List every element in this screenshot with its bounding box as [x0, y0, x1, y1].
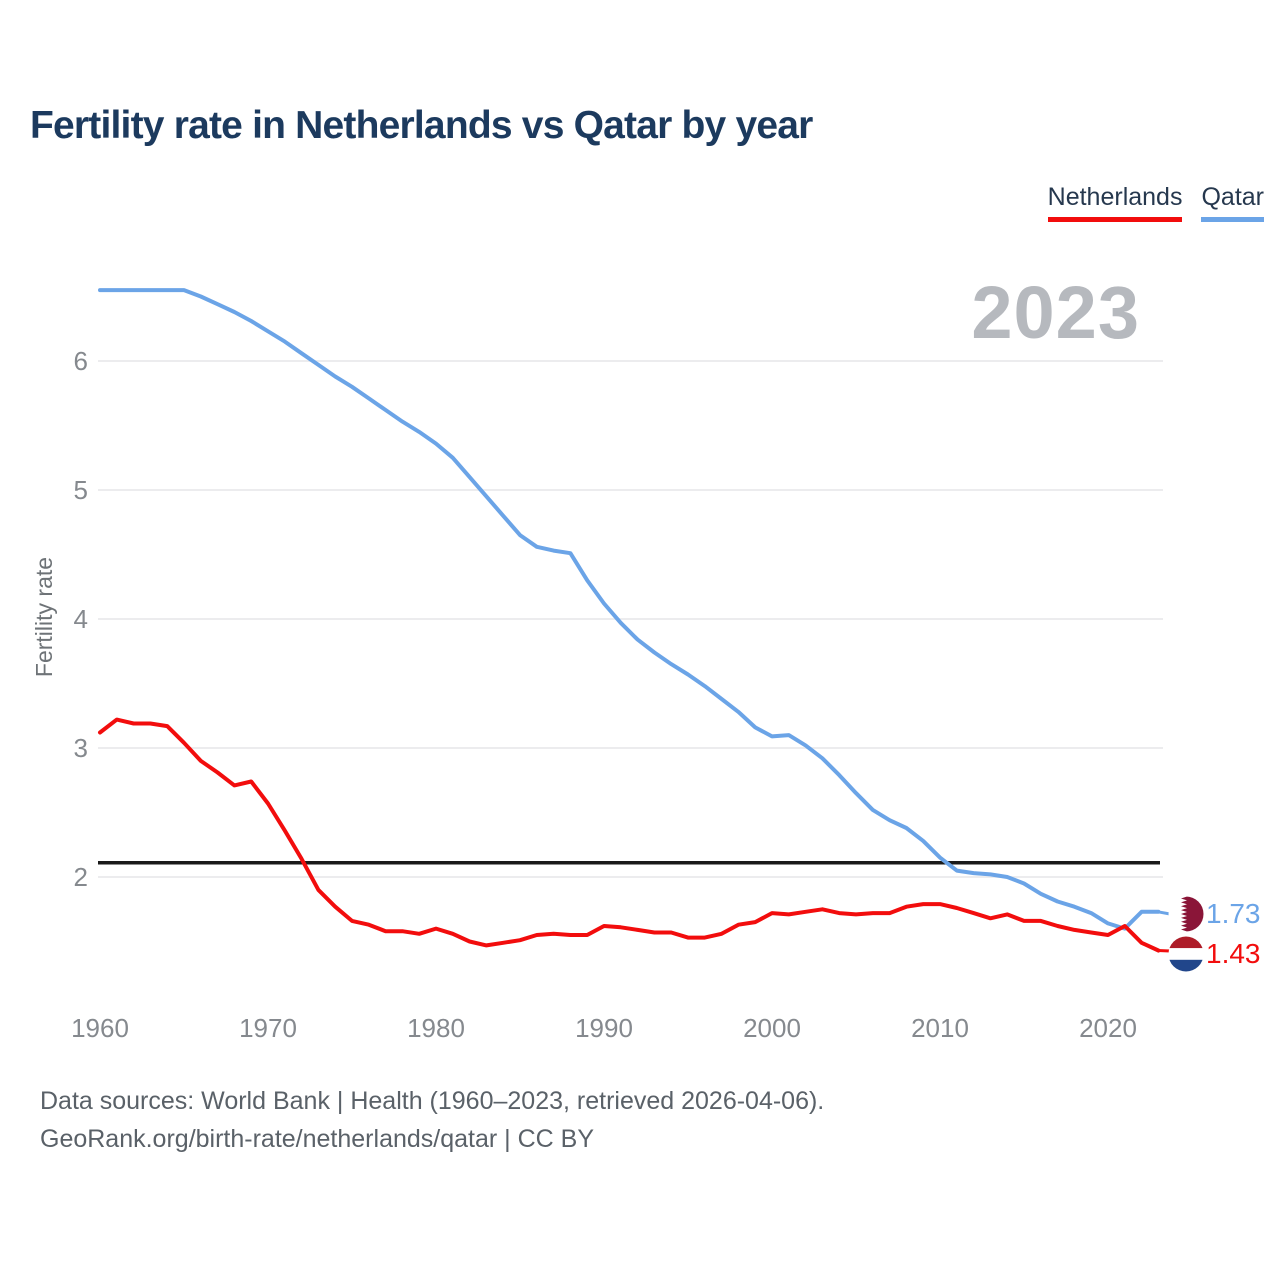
x-tick-1990: 1990 [575, 1013, 633, 1043]
legend: Netherlands Qatar [1047, 183, 1264, 222]
footer-attribution-line: GeoRank.org/birth-rate/netherlands/qatar… [40, 1125, 594, 1153]
y-tick-2: 2 [73, 862, 88, 892]
y-tick-5: 5 [73, 475, 88, 505]
x-tick-2000: 2000 [743, 1013, 801, 1043]
footer: Data sources: World Bank | Health (1960–… [40, 1082, 824, 1158]
netherlands-final-value: 1.43 [1206, 938, 1261, 969]
netherlands-flag-icon [1168, 936, 1204, 972]
year-watermark: 2023 [971, 271, 1140, 354]
footer-sources-line: Data sources: World Bank | Health (1960–… [40, 1087, 825, 1115]
y-tick-4: 4 [73, 604, 88, 634]
x-tick-2010: 2010 [911, 1013, 969, 1043]
legend-item-netherlands[interactable]: Netherlands [1047, 183, 1183, 222]
qatar-leader [1157, 910, 1171, 916]
legend-label-qatar: Qatar [1201, 183, 1264, 211]
x-tick-1980: 1980 [407, 1013, 465, 1043]
x-tick-1970: 1970 [239, 1013, 297, 1043]
series-line-netherlands[interactable] [98, 717, 1161, 953]
x-tick-1960: 1960 [71, 1013, 129, 1043]
y-axis-label: Fertility rate [31, 556, 57, 678]
series-line-qatar[interactable] [98, 288, 1161, 931]
y-tick-6: 6 [73, 346, 88, 376]
qatar-final-value: 1.73 [1206, 898, 1261, 929]
y-tick-3: 3 [73, 733, 88, 763]
qatar-flag-icon [1168, 896, 1204, 932]
legend-label-netherlands: Netherlands [1047, 183, 1183, 211]
chart-title: Fertility rate in Netherlands vs Qatar b… [30, 104, 813, 147]
legend-item-qatar[interactable]: Qatar [1201, 183, 1264, 222]
grid-lines [98, 360, 1163, 878]
x-tick-2020: 2020 [1079, 1013, 1137, 1043]
